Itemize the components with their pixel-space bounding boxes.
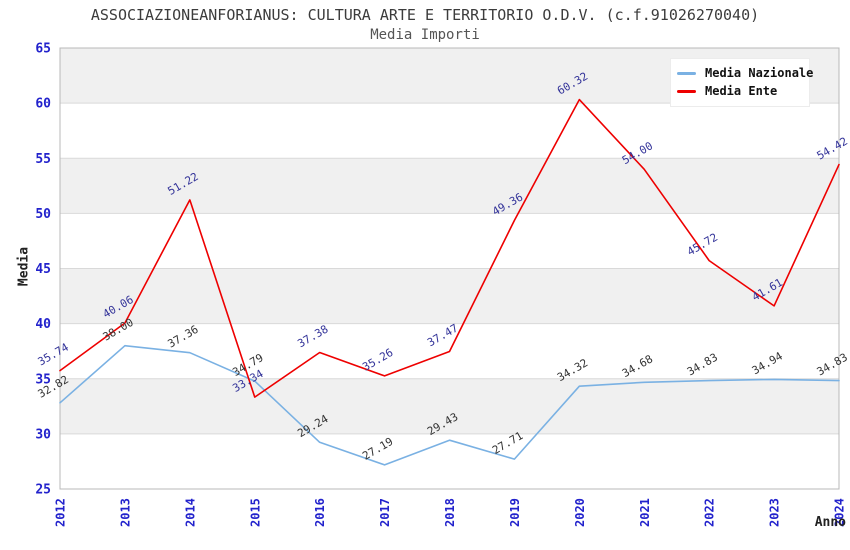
- point-label: 37.47: [425, 322, 460, 350]
- x-tick-label: 2020: [573, 498, 587, 527]
- legend: Media Nazionale Media Ente: [670, 58, 813, 107]
- plot-border: [59, 47, 840, 490]
- point-label: 37.38: [295, 323, 330, 351]
- y-tick-label: 45: [35, 262, 51, 277]
- media-ente-line-swatch: [677, 89, 696, 93]
- grid-band: [60, 268, 839, 324]
- y-tick-label: 65: [35, 42, 51, 57]
- point-label: 34.83: [815, 351, 850, 379]
- legend-item-media-ente: Media Ente: [677, 83, 801, 99]
- y-tick-label: 25: [35, 483, 51, 498]
- media-nazionale-line-swatch: [677, 71, 696, 75]
- legend-label-media-nazionale: Media Nazionale: [705, 66, 814, 80]
- y-tick-label: 35: [35, 372, 51, 387]
- y-axis-title: Media: [16, 246, 32, 287]
- x-tick-label: 2018: [443, 498, 457, 527]
- grid-band: [60, 378, 839, 434]
- chart-title: ASSOCIAZIONEANFORIANUS: CULTURA ARTE E T…: [90, 6, 760, 24]
- x-tick-label: 2023: [768, 498, 782, 527]
- x-tick-label: 2013: [118, 498, 132, 527]
- grid-band: [60, 158, 839, 214]
- x-tick-label: 2017: [378, 498, 392, 527]
- y-tick-label: 30: [35, 427, 51, 442]
- x-tick-label: 2021: [638, 498, 652, 527]
- point-label: 34.83: [685, 351, 720, 379]
- point-label: 35.74: [36, 340, 72, 368]
- chart-subtitle: Media Importi: [370, 27, 480, 43]
- point-label: 27.19: [360, 435, 395, 463]
- x-tick-label: 2012: [54, 498, 68, 527]
- point-label: 34.94: [750, 349, 786, 377]
- legend-item-media-nazionale: Media Nazionale: [677, 65, 813, 81]
- y-tick-label: 55: [35, 152, 51, 167]
- point-label: 35.26: [360, 346, 395, 374]
- point-label: 34.68: [620, 352, 655, 380]
- x-tick-label: 2022: [703, 498, 717, 527]
- x-tick-label: 2016: [313, 498, 327, 527]
- x-tick-label: 2014: [183, 498, 197, 527]
- legend-label-media-ente: Media Ente: [705, 84, 778, 98]
- x-axis-title: Anno: [814, 515, 846, 530]
- series-line-media-ente: [59, 98, 840, 398]
- x-tick-label: 2019: [508, 498, 522, 527]
- y-tick-label: 50: [35, 207, 51, 222]
- y-tick-label: 60: [35, 97, 51, 112]
- point-label: 37.36: [165, 323, 200, 351]
- x-tick-label: 2024: [833, 498, 847, 527]
- y-tick-label: 40: [35, 317, 51, 332]
- series-line-media-nazionale: [59, 344, 840, 466]
- x-tick-label: 2015: [248, 498, 262, 527]
